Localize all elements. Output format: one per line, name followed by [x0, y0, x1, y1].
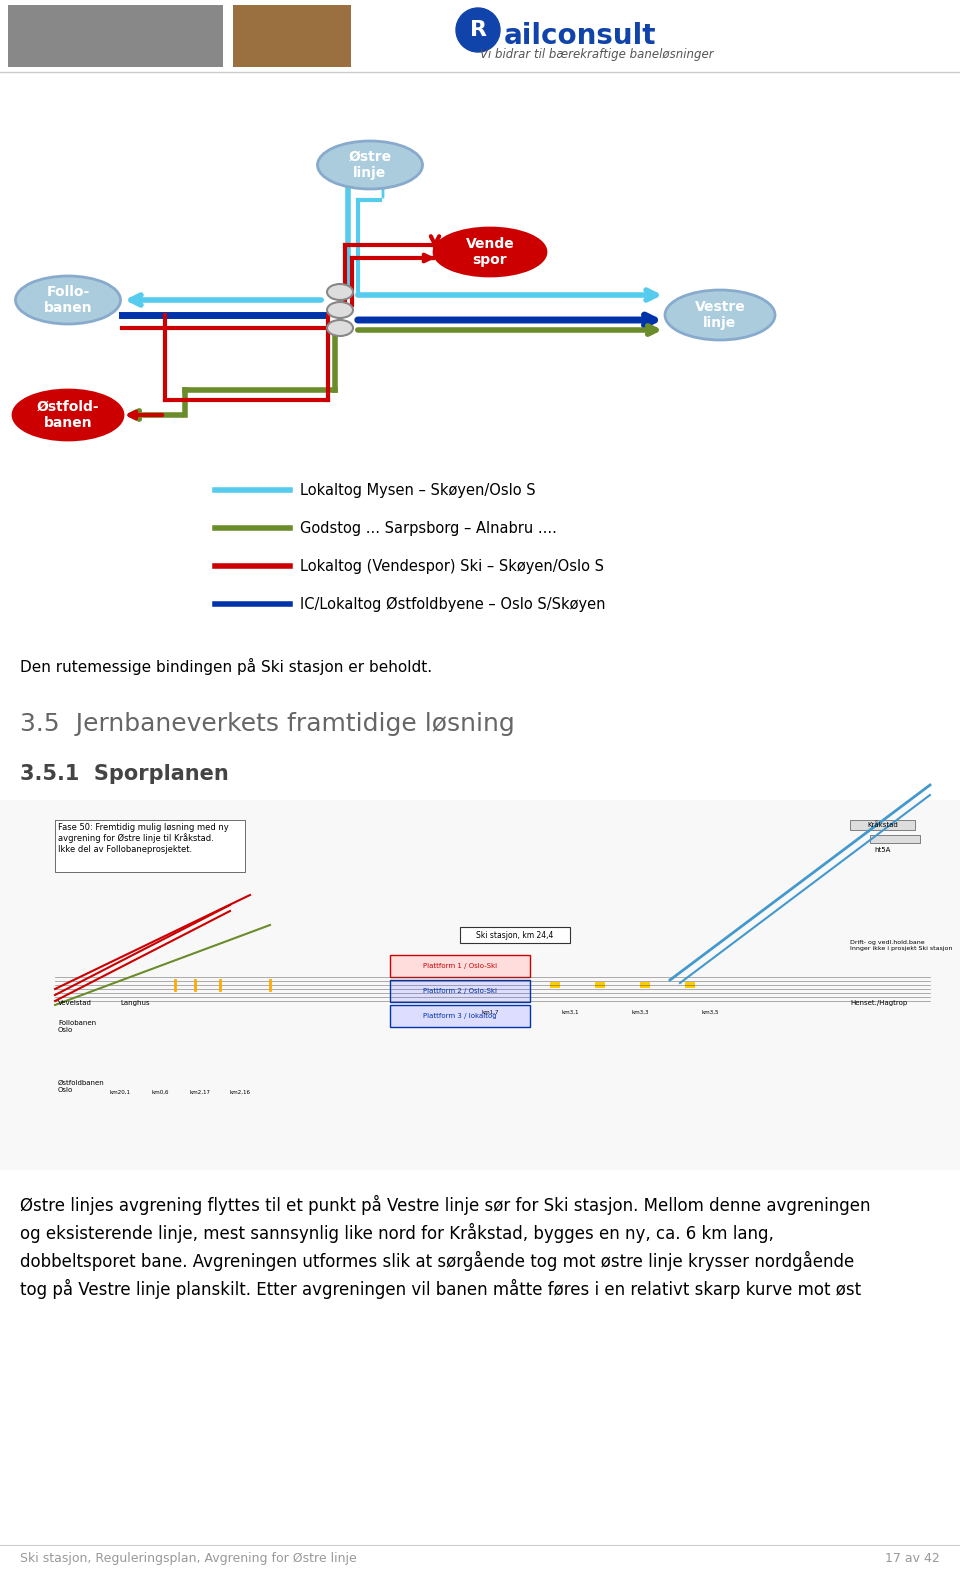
Bar	[390, 1005, 530, 1027]
Bar	[460, 927, 570, 943]
Ellipse shape	[327, 321, 353, 337]
Ellipse shape	[434, 228, 546, 276]
Text: Drift- og vedl.hold.bane
Innger ikke i prosjekt Ski stasjon: Drift- og vedl.hold.bane Innger ikke i p…	[850, 940, 952, 951]
Text: Kråkstad: Kråkstad	[868, 822, 899, 828]
Text: ailconsult: ailconsult	[504, 22, 657, 51]
Text: Vestre
linje: Vestre linje	[695, 300, 745, 330]
Ellipse shape	[327, 284, 353, 300]
Text: Den rutemessige bindingen på Ski stasjon er beholdt.: Den rutemessige bindingen på Ski stasjon…	[20, 657, 432, 675]
Text: Vende
spor: Vende spor	[466, 237, 515, 267]
Text: Østre
linje: Østre linje	[348, 150, 392, 180]
Bar	[390, 980, 530, 1002]
Bar	[640, 983, 650, 988]
Bar	[55, 820, 245, 872]
Text: IC/Lokaltog Østfoldbyene – Oslo S/Skøyen: IC/Lokaltog Østfoldbyene – Oslo S/Skøyen	[300, 596, 606, 611]
Text: Lokaltog (Vendespor) Ski – Skøyen/Oslo S: Lokaltog (Vendespor) Ski – Skøyen/Oslo S	[300, 558, 604, 574]
Text: Follobanen
Oslo: Follobanen Oslo	[58, 1021, 96, 1033]
Text: Fase 50: Fremtidig mulig løsning med ny
avgrening for Østre linje til Kråkstad.
: Fase 50: Fremtidig mulig løsning med ny …	[58, 823, 228, 853]
Text: Vi bidrar til bærekraftige baneløsninger: Vi bidrar til bærekraftige baneløsninger	[480, 47, 713, 62]
Text: Henset./Hagtrop: Henset./Hagtrop	[850, 1000, 907, 1006]
Bar	[0, 799, 960, 1171]
Ellipse shape	[327, 302, 353, 318]
Text: km3,3: km3,3	[632, 1010, 649, 1014]
Ellipse shape	[15, 276, 121, 324]
Text: Godstog ... Sarpsborg – Alnabru ....: Godstog ... Sarpsborg – Alnabru ....	[300, 520, 557, 536]
Text: Vevelstad: Vevelstad	[58, 1000, 92, 1006]
Text: Østre linjes avgrening flyttes til et punkt på Vestre linje sør for Ski stasjon.: Østre linjes avgrening flyttes til et pu…	[20, 1194, 871, 1299]
Text: 3.5.1  Sporplanen: 3.5.1 Sporplanen	[20, 765, 228, 784]
Bar	[233, 5, 351, 66]
Text: R: R	[469, 21, 487, 40]
Bar	[850, 820, 915, 830]
Text: km2,16: km2,16	[229, 1090, 251, 1095]
Ellipse shape	[665, 291, 775, 340]
Text: km2,17: km2,17	[189, 1090, 210, 1095]
Ellipse shape	[318, 141, 422, 190]
Bar	[8, 5, 223, 66]
Text: Follo-
banen: Follo- banen	[44, 284, 92, 314]
Text: Østfold-
banen: Østfold- banen	[36, 400, 99, 430]
Circle shape	[456, 8, 500, 52]
Text: Plattform 1 / Oslo-Ski: Plattform 1 / Oslo-Ski	[423, 962, 497, 969]
Bar	[595, 983, 605, 988]
Text: km3,5: km3,5	[701, 1010, 719, 1014]
Text: km3,1: km3,1	[562, 1010, 579, 1014]
Text: Ski stasjon, Reguleringsplan, Avgrening for Østre linje: Ski stasjon, Reguleringsplan, Avgrening …	[20, 1552, 357, 1566]
Text: Plattform 3 / lokaltog: Plattform 3 / lokaltog	[423, 1013, 497, 1019]
Text: Østfoldbanen
Oslo: Østfoldbanen Oslo	[58, 1081, 105, 1093]
Bar	[685, 983, 695, 988]
Text: 3.5  Jernbaneverkets framtidige løsning: 3.5 Jernbaneverkets framtidige løsning	[20, 713, 515, 736]
Bar	[550, 983, 560, 988]
Ellipse shape	[13, 390, 123, 439]
Text: Lokaltog Mysen – Skøyen/Oslo S: Lokaltog Mysen – Skøyen/Oslo S	[300, 482, 536, 498]
Text: km0,6: km0,6	[152, 1090, 169, 1095]
Bar	[870, 834, 920, 844]
Text: Langhus: Langhus	[120, 1000, 150, 1006]
Text: km1,7: km1,7	[481, 1010, 499, 1014]
Text: 17 av 42: 17 av 42	[885, 1552, 940, 1566]
Text: Ski stasjon, km 24,4: Ski stasjon, km 24,4	[476, 931, 554, 940]
Text: Plattform 2 / Oslo-Ski: Plattform 2 / Oslo-Ski	[423, 988, 497, 994]
Text: km20,1: km20,1	[109, 1090, 131, 1095]
Bar	[390, 954, 530, 976]
Text: ht5A: ht5A	[875, 847, 891, 853]
